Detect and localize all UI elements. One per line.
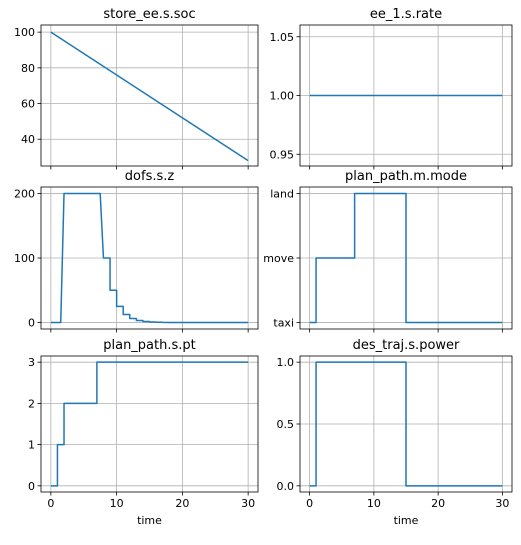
x-tick-label: 30 <box>241 497 255 510</box>
chart-title: dofs.s.z <box>125 169 175 184</box>
chart-title: des_traj.s.power <box>353 338 460 353</box>
y-tick-label: taxi <box>273 317 294 330</box>
axes-frame <box>40 24 259 167</box>
subplot-3: 0 100 200 dofs.s.z <box>14 169 259 333</box>
series-line <box>309 361 503 487</box>
axes-frame <box>40 355 259 493</box>
series-line <box>50 192 249 324</box>
x-axis-label: time <box>394 514 419 527</box>
y-tick-label: 100 <box>14 26 35 39</box>
y-tick-label: 0 <box>28 480 35 493</box>
subplot-1: 40 60 80 100 store_ee.s.soc <box>14 7 259 170</box>
x-tick-label: 0 <box>47 497 54 510</box>
subplot-2: 0.95 1.00 1.05 ee_1.s.rate <box>270 7 513 170</box>
y-tick-label: 40 <box>21 133 35 146</box>
subplot-4: taxi move land plan_path.m.mode <box>263 169 513 333</box>
y-tick-label: 1.00 <box>270 90 295 103</box>
x-tick-label: 20 <box>431 497 445 510</box>
x-tick-label: 10 <box>367 497 381 510</box>
y-tick-label: 0 <box>28 317 35 330</box>
y-tick-label: 100 <box>14 252 35 265</box>
y-tick-label: 1.0 <box>277 356 295 369</box>
series-line <box>309 192 503 324</box>
y-tick-label: 0.0 <box>277 480 295 493</box>
y-tick-label: 0.95 <box>270 148 295 161</box>
chart-title: store_ee.s.soc <box>103 7 195 22</box>
y-tick-label: 60 <box>21 98 35 111</box>
x-tick-label: 30 <box>495 497 509 510</box>
y-tick-label: 1.05 <box>270 31 295 44</box>
y-tick-label: 1 <box>28 439 35 452</box>
x-axis-label: time <box>137 514 162 527</box>
y-tick-label: 2 <box>28 397 35 410</box>
y-tick-label: 0.5 <box>277 418 295 431</box>
chart-title: ee_1.s.rate <box>370 7 442 22</box>
y-tick-label: land <box>270 187 294 200</box>
series-line <box>50 31 249 162</box>
y-tick-label: 3 <box>28 356 35 369</box>
chart-title: plan_path.m.mode <box>345 169 467 184</box>
x-tick-label: 20 <box>175 497 189 510</box>
x-tick-label: 0 <box>306 497 313 510</box>
x-tick-label: 10 <box>110 497 124 510</box>
y-tick-label: move <box>263 252 294 265</box>
chart-title: plan_path.s.pt <box>103 338 196 353</box>
series-line <box>50 361 249 487</box>
y-tick-label: 80 <box>21 62 35 75</box>
y-tick-label: 200 <box>14 187 35 200</box>
